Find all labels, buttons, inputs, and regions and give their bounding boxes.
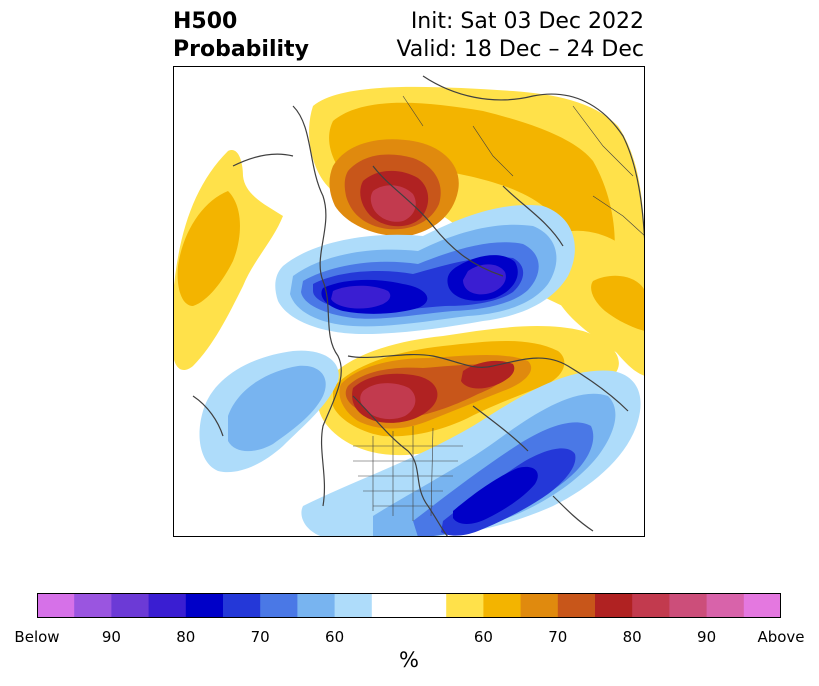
colorbar-unit-label: % [399, 648, 419, 672]
colorbar-cell [557, 593, 596, 618]
colorbar-cell [520, 593, 559, 618]
colorbar-tick-label: 80 [176, 628, 196, 646]
colorbar-tick-label: 90 [101, 628, 121, 646]
colorbar-tick-label: 90 [697, 628, 717, 646]
colorbar-tick-label: 80 [622, 628, 642, 646]
colorbar-cell [223, 593, 261, 618]
coastline-lines [192, 75, 645, 537]
title-variable: H500 [173, 9, 238, 34]
valid-range: Valid: 18 Dec – 24 Dec [396, 37, 644, 62]
colorbar-cell [632, 593, 670, 618]
colorbar-tick-label: 60 [325, 628, 345, 646]
probability-map [173, 66, 645, 537]
colorbar-cell [185, 593, 224, 618]
colorbar-cell [334, 593, 373, 618]
colorbar-tick-label: 70 [250, 628, 270, 646]
colorbar-cell [743, 593, 781, 618]
colorbar-cell [595, 593, 633, 618]
below-normal-pacific-sw [199, 350, 339, 473]
colorbar-cell [297, 593, 336, 618]
init-date: Init: Sat 03 Dec 2022 [410, 9, 644, 34]
colorbar-cell [446, 593, 484, 618]
map-canvas [173, 66, 645, 537]
colorbar-cell [669, 593, 708, 618]
colorbar-cell [111, 593, 150, 618]
colorbar-cell [260, 593, 298, 618]
above-normal-west [173, 150, 283, 371]
colorbar [37, 593, 781, 618]
title-subtitle: Probability [173, 37, 309, 62]
colorbar-cell [74, 593, 112, 618]
colorbar-tick-label: Below [14, 628, 60, 646]
below-normal-arctic [275, 205, 575, 334]
colorbar-cell [706, 593, 745, 618]
colorbar-cell [37, 593, 75, 618]
colorbar-cell [409, 593, 447, 618]
border-lines [353, 95, 645, 521]
title-right: Init: Sat 03 Dec 2022 Valid: 18 Dec – 24… [396, 8, 644, 64]
colorbar-tick-label: 60 [473, 628, 493, 646]
colorbar-cell [148, 593, 187, 618]
below-normal-atlantic [301, 370, 641, 537]
colorbar-tick-label: Above [757, 628, 805, 646]
colorbar-cell [371, 593, 410, 618]
colorbar-cell [483, 593, 522, 618]
colorbar-tick-label: 70 [548, 628, 568, 646]
title-left: H500 Probability [173, 8, 309, 64]
